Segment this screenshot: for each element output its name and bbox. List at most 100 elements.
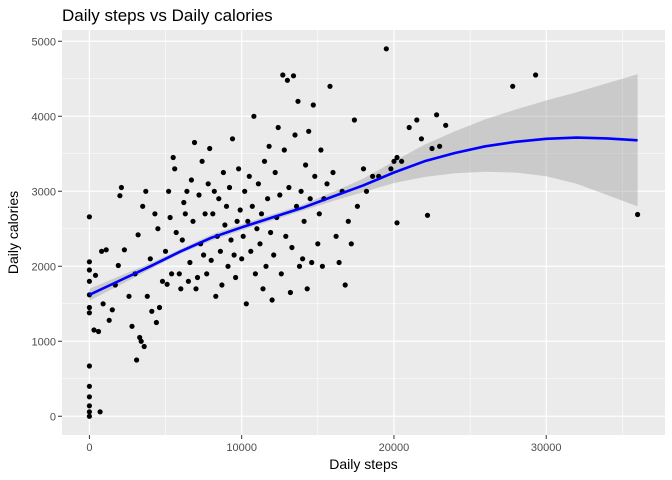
data-point [201,252,207,258]
y-tick-label: 4000 [32,111,56,123]
data-point [272,169,278,176]
data-point [188,177,194,183]
data-point [205,181,211,187]
data-point [185,278,191,284]
data-point [199,158,205,164]
data-point [293,203,300,209]
data-point [243,301,249,307]
data-point [391,158,397,164]
data-point [242,188,248,194]
data-point [418,136,424,142]
data-point [147,256,153,262]
data-point [187,259,193,266]
data-point [228,237,234,243]
data-point [266,143,272,149]
data-point [86,383,92,389]
data-point [115,262,121,269]
data-point [156,304,163,311]
data-point [129,323,135,329]
data-point [191,139,198,146]
points-layer [86,46,641,419]
data-point [360,166,367,172]
data-point [222,222,228,228]
data-point [193,286,199,292]
data-point [103,247,109,253]
data-point [135,232,141,238]
data-point [86,304,92,311]
data-point [333,233,339,239]
data-point [284,77,290,83]
data-point [170,154,176,161]
data-point [251,113,257,119]
y-axis-title: Daily calories [5,191,21,274]
smooth-line-layer [88,136,638,296]
data-point [245,218,251,224]
data-point [217,248,223,254]
data-point [229,136,236,142]
data-point [210,211,216,217]
data-point [268,229,274,236]
data-point [345,218,351,224]
data-point [275,124,281,131]
data-point [271,252,277,258]
x-axis-ticks: 0 10000 20000 30000 [86,435,562,454]
data-point [315,241,321,247]
data-point [307,196,313,202]
data-point [109,307,115,313]
data-point [182,211,188,217]
data-point [234,218,240,224]
data-point [121,247,127,253]
data-point [208,257,214,263]
minor-gridlines [62,30,665,435]
data-point [295,98,301,104]
data-point [181,199,187,206]
data-point [510,83,516,89]
data-point [194,274,201,281]
data-point [318,147,324,153]
data-point [300,256,306,262]
data-point [336,259,342,266]
x-tick-label: 0 [86,442,92,454]
data-point [363,188,370,194]
data-point [117,193,123,199]
y-tick-label: 3000 [32,186,56,198]
data-point [330,169,336,176]
data-point [236,166,242,172]
data-point [178,286,184,292]
data-point [138,338,144,344]
data-point [406,124,412,131]
data-point [310,102,316,108]
chart-title: Daily steps vs Daily calories [62,6,273,25]
plot-panel [62,30,665,435]
y-tick-label: 2000 [32,261,56,273]
data-point [301,218,307,224]
data-point [533,72,539,78]
major-gridlines [62,30,665,435]
data-point [257,241,263,247]
data-point [225,263,231,269]
data-point [429,145,435,152]
data-point [289,244,295,251]
y-axis-ticks: 0 1000 2000 3000 4000 5000 [32,36,62,423]
confidence-band-layer [89,74,638,301]
data-point [296,263,303,269]
data-point [424,212,431,218]
y-tick-label: 1000 [32,336,56,348]
data-point [239,256,245,262]
data-point [290,73,297,79]
data-point [100,301,106,307]
data-point [233,274,239,281]
data-point [164,281,170,287]
data-point [144,293,150,299]
data-point [260,286,266,292]
data-point [370,173,376,179]
data-point [283,233,289,239]
data-point [179,237,185,243]
data-point [173,229,179,236]
data-point [303,162,309,168]
data-point [176,271,182,277]
data-point [167,214,173,221]
data-point [106,317,112,323]
data-point [304,286,310,292]
data-point [306,128,312,134]
